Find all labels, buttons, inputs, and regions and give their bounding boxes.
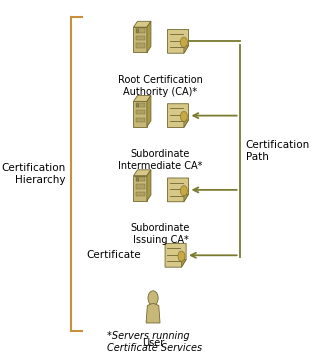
Text: Certification
Hierarchy: Certification Hierarchy <box>1 163 65 185</box>
Polygon shape <box>147 21 151 53</box>
Polygon shape <box>147 170 151 201</box>
Text: Subordinate
Intermediate CA*: Subordinate Intermediate CA* <box>118 149 202 171</box>
Circle shape <box>136 103 139 107</box>
Polygon shape <box>136 36 145 40</box>
Polygon shape <box>136 184 145 189</box>
Circle shape <box>178 251 185 261</box>
Text: User: User <box>142 338 164 348</box>
Polygon shape <box>184 194 188 202</box>
Polygon shape <box>133 176 147 201</box>
Circle shape <box>148 291 158 306</box>
Polygon shape <box>147 95 151 127</box>
Circle shape <box>180 186 188 196</box>
Circle shape <box>180 37 188 47</box>
Text: *Servers running
Certificate Services: *Servers running Certificate Services <box>107 331 202 353</box>
Polygon shape <box>136 28 145 33</box>
Text: Certificate: Certificate <box>86 250 141 260</box>
Text: Subordinate
Issuing CA*: Subordinate Issuing CA* <box>131 223 190 245</box>
Polygon shape <box>133 102 147 127</box>
Polygon shape <box>133 170 151 176</box>
Polygon shape <box>136 192 145 196</box>
Polygon shape <box>168 178 188 202</box>
Circle shape <box>136 29 139 33</box>
Polygon shape <box>165 244 186 267</box>
Circle shape <box>180 111 188 121</box>
Polygon shape <box>136 43 145 48</box>
Circle shape <box>136 178 139 181</box>
Polygon shape <box>184 45 188 53</box>
Polygon shape <box>133 27 147 53</box>
Polygon shape <box>136 118 145 122</box>
Polygon shape <box>146 304 160 323</box>
Polygon shape <box>136 110 145 114</box>
Polygon shape <box>133 21 151 27</box>
Text: Root Certification
Authority (CA)*: Root Certification Authority (CA)* <box>118 75 203 97</box>
Polygon shape <box>133 95 151 102</box>
Polygon shape <box>184 120 188 127</box>
Polygon shape <box>168 29 188 53</box>
Polygon shape <box>168 104 188 127</box>
Polygon shape <box>136 103 145 107</box>
Polygon shape <box>181 260 186 267</box>
Polygon shape <box>136 177 145 181</box>
Text: Certification
Path: Certification Path <box>246 140 310 162</box>
